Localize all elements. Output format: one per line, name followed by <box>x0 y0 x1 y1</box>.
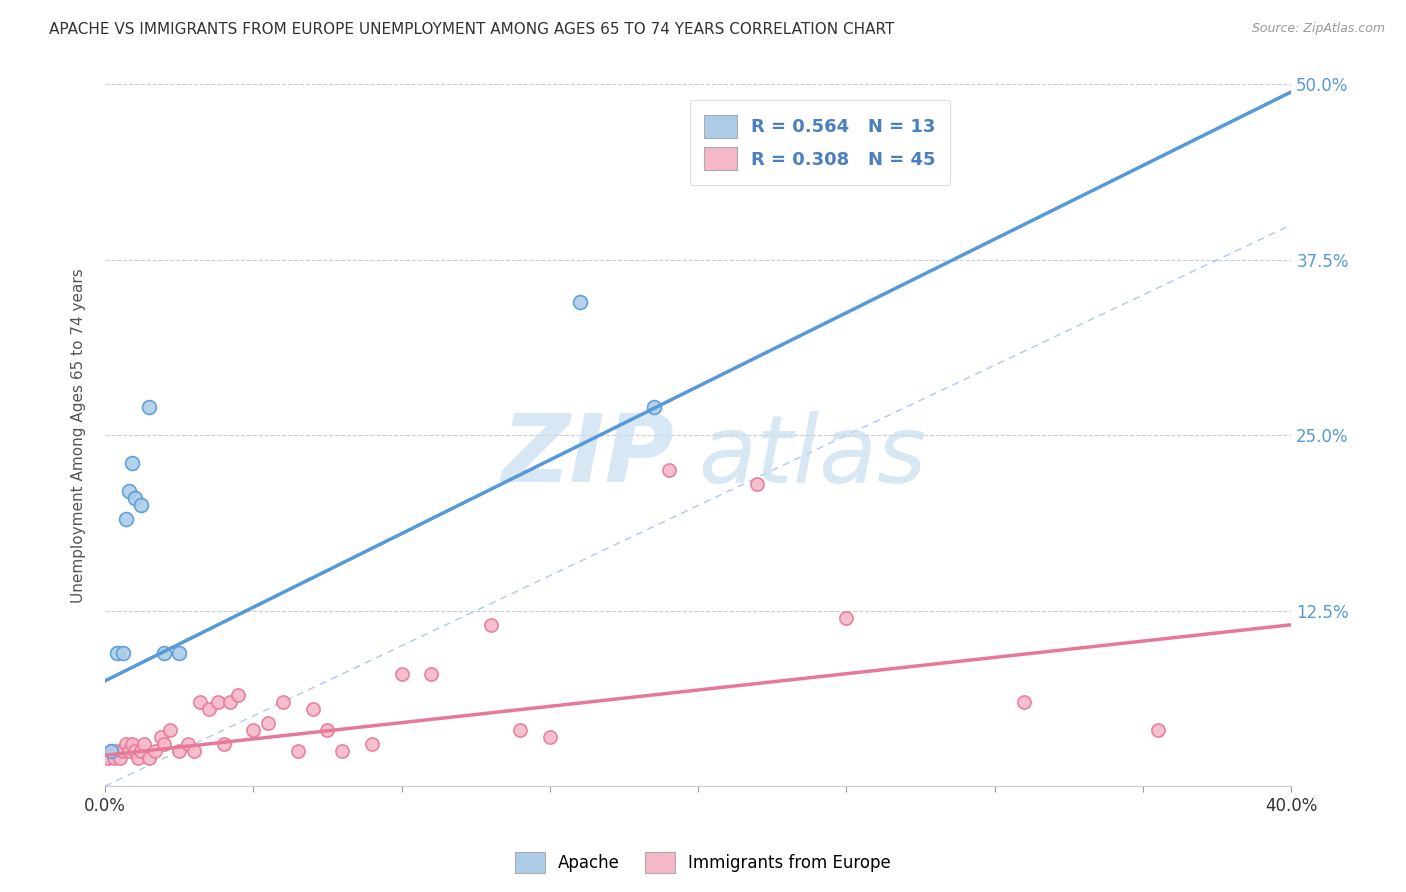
Point <box>118 484 141 499</box>
Point <box>316 723 339 737</box>
Point <box>167 646 190 660</box>
Point <box>97 751 120 765</box>
Point <box>177 737 200 751</box>
Point <box>1014 695 1036 709</box>
Legend: Apache, Immigrants from Europe: Apache, Immigrants from Europe <box>508 846 898 880</box>
Point <box>118 744 141 758</box>
Text: atlas: atlas <box>699 411 927 502</box>
Point <box>198 702 221 716</box>
Point <box>643 401 665 415</box>
Point <box>129 499 152 513</box>
Point <box>105 744 128 758</box>
Point <box>111 646 134 660</box>
Point <box>121 456 143 470</box>
Point <box>657 463 679 477</box>
Point <box>183 744 205 758</box>
Point <box>568 295 591 310</box>
Text: Source: ZipAtlas.com: Source: ZipAtlas.com <box>1251 22 1385 36</box>
Point <box>420 666 443 681</box>
Point <box>301 702 323 716</box>
Point <box>167 744 190 758</box>
Legend: R = 0.564   N = 13, R = 0.308   N = 45: R = 0.564 N = 13, R = 0.308 N = 45 <box>690 101 950 185</box>
Text: APACHE VS IMMIGRANTS FROM EUROPE UNEMPLOYMENT AMONG AGES 65 TO 74 YEARS CORRELAT: APACHE VS IMMIGRANTS FROM EUROPE UNEMPLO… <box>49 22 894 37</box>
Point <box>212 737 235 751</box>
Point <box>124 491 146 506</box>
Point <box>207 695 229 709</box>
Point <box>479 617 502 632</box>
Point <box>114 737 136 751</box>
Point <box>108 751 131 765</box>
Point <box>100 744 122 758</box>
Point <box>242 723 264 737</box>
Point <box>121 737 143 751</box>
Point <box>218 695 240 709</box>
Y-axis label: Unemployment Among Ages 65 to 74 years: Unemployment Among Ages 65 to 74 years <box>72 268 86 603</box>
Point <box>105 646 128 660</box>
Point <box>159 723 181 737</box>
Point <box>111 744 134 758</box>
Point <box>127 751 149 765</box>
Point <box>145 744 167 758</box>
Point <box>835 611 858 625</box>
Point <box>132 737 155 751</box>
Point <box>138 401 160 415</box>
Point <box>509 723 531 737</box>
Point <box>538 730 561 744</box>
Point <box>124 744 146 758</box>
Point <box>153 646 176 660</box>
Point <box>103 751 125 765</box>
Point <box>287 744 309 758</box>
Point <box>138 751 160 765</box>
Point <box>271 695 294 709</box>
Text: ZIP: ZIP <box>502 410 675 502</box>
Point <box>330 744 353 758</box>
Point <box>1147 723 1170 737</box>
Point <box>188 695 211 709</box>
Point <box>257 716 280 731</box>
Point <box>228 688 250 702</box>
Point <box>361 737 384 751</box>
Point <box>153 737 176 751</box>
Point <box>747 477 769 491</box>
Point <box>114 512 136 526</box>
Point <box>100 744 122 758</box>
Point <box>129 744 152 758</box>
Point <box>150 730 173 744</box>
Point <box>391 666 413 681</box>
